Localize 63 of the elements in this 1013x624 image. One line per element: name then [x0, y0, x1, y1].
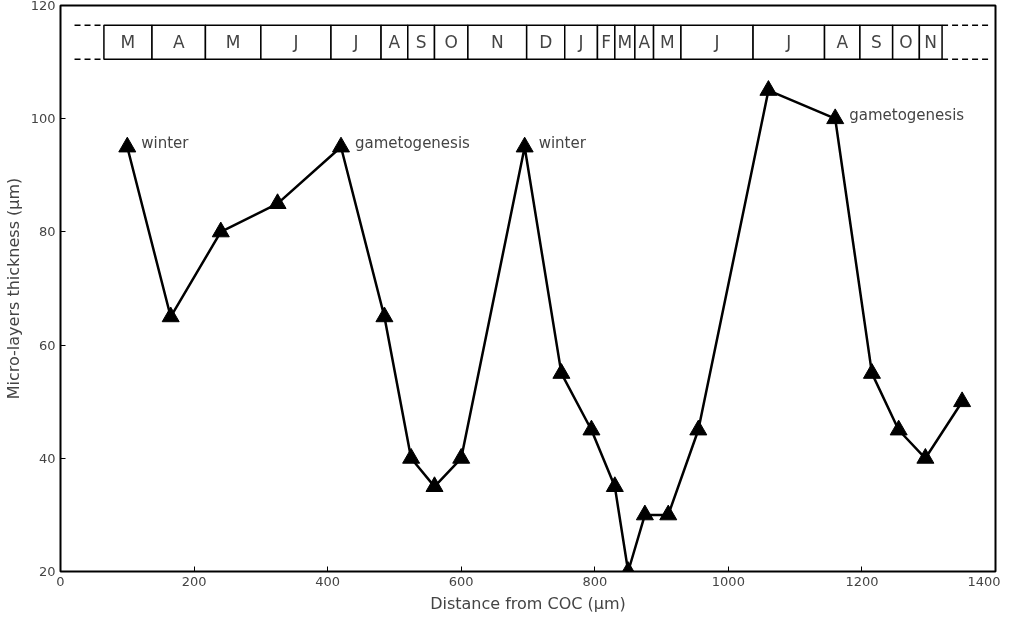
point — [759, 80, 778, 96]
point — [402, 447, 421, 464]
band-label: M — [120, 32, 136, 53]
point — [605, 476, 624, 493]
y-tick-label: 100 — [30, 111, 56, 127]
point — [118, 136, 137, 153]
point — [552, 363, 571, 379]
point — [953, 391, 972, 408]
x-tick-label: 1400 — [967, 573, 1001, 589]
point — [826, 108, 845, 125]
band-label: S — [870, 32, 882, 53]
band-label: J — [577, 32, 584, 53]
annotation: winter — [141, 134, 190, 152]
band-label: D — [539, 32, 553, 53]
point — [659, 504, 678, 521]
y-tick-label: 120 — [30, 0, 56, 13]
band-label: J — [713, 32, 720, 53]
annotation: winter — [538, 134, 587, 152]
band-label: A — [638, 32, 651, 53]
point — [889, 419, 908, 436]
band-label: N — [924, 32, 938, 53]
band-label: J — [292, 32, 299, 53]
point — [582, 419, 601, 436]
x-tick-label: 200 — [181, 573, 207, 589]
point — [452, 447, 471, 464]
band-label: O — [444, 32, 458, 53]
band-label: N — [490, 32, 504, 53]
annotation: gametogenesis — [355, 134, 471, 152]
x-tick-label: 400 — [315, 573, 341, 589]
band-label: A — [388, 32, 401, 53]
y-tick-label: 60 — [38, 337, 56, 353]
point — [689, 419, 708, 436]
band-label: S — [415, 32, 427, 53]
point — [425, 476, 444, 493]
point — [332, 136, 350, 153]
x-axis-title: Distance from COC (µm) — [430, 593, 626, 613]
band-label: J — [352, 32, 359, 53]
point — [515, 136, 534, 153]
x-tick-label: 800 — [582, 573, 608, 589]
y-tick-label: 40 — [38, 450, 56, 466]
point — [268, 193, 287, 210]
band-label: J — [785, 32, 792, 53]
point — [375, 306, 394, 323]
point — [211, 221, 230, 238]
band-label: O — [899, 32, 913, 53]
annotation: gametogenesis — [849, 105, 965, 124]
x-tick-label: 600 — [448, 573, 474, 589]
y-axis-title: Micro-layers thickness (µm) — [3, 177, 23, 400]
x-tick-label: 1000 — [711, 573, 745, 589]
band-label: M — [617, 32, 633, 53]
y-tick-label: 20 — [38, 564, 56, 579]
band-label: A — [836, 32, 849, 53]
band-label: A — [172, 32, 185, 53]
x-tick-label: 1200 — [845, 573, 879, 589]
point — [862, 363, 881, 379]
x-tick-label: 0 — [56, 573, 65, 589]
band-label: M — [225, 32, 241, 53]
band-label: F — [601, 32, 612, 53]
point — [161, 306, 180, 323]
point — [916, 447, 935, 464]
band-label: M — [659, 32, 675, 53]
point — [635, 504, 654, 521]
y-tick-label: 80 — [38, 224, 56, 240]
